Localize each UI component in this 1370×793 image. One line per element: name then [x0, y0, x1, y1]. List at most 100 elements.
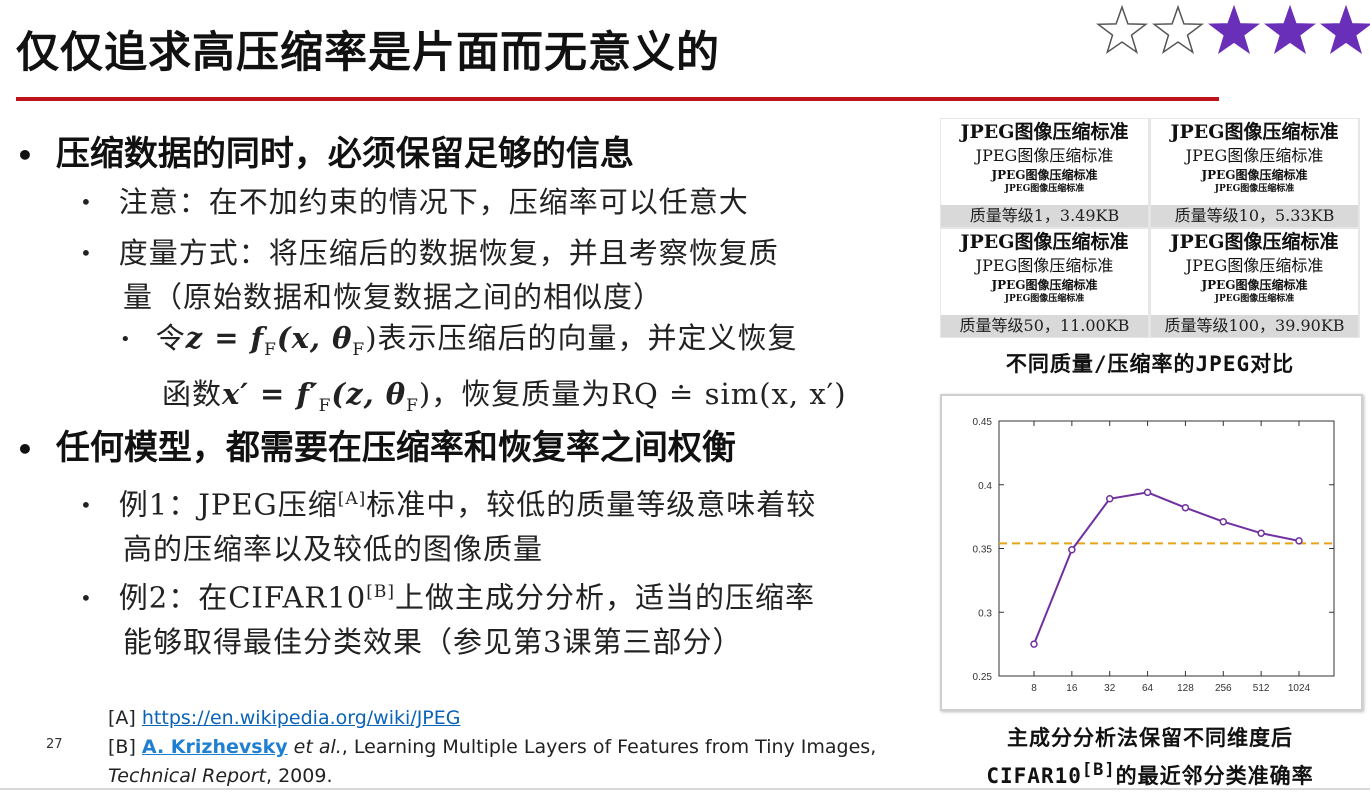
jpeg-sample-q1: JPEG图像压缩标准 JPEG图像压缩标准 JPEG图像压缩标准 JPEG图像压… — [941, 119, 1148, 227]
reference-a-link[interactable]: https://en.wikipedia.org/wiki/JPEG — [141, 707, 461, 729]
sample-text-large: JPEG图像压缩标准 — [1170, 121, 1339, 143]
chart-caption-line1: 主成分分析法保留不同维度后 — [1007, 726, 1293, 750]
text-fragment: 令 — [155, 321, 186, 355]
jpeg-sample-image: JPEG图像压缩标准 JPEG图像压缩标准 JPEG图像压缩标准 JPEG图像压… — [1151, 229, 1358, 315]
references: [A] https://en.wikipedia.org/wiki/JPEG [… — [108, 704, 876, 791]
x-tick-label: 256 — [1215, 683, 1232, 694]
jpeg-sample-caption: 质量等级50，11.00KB — [959, 316, 1130, 335]
jpeg-sample-caption: 质量等级1，3.49KB — [969, 206, 1120, 225]
data-point — [1295, 537, 1303, 545]
text-fragment: CIFAR10 — [986, 764, 1082, 788]
jpeg-sample-q50: JPEG图像压缩标准 JPEG图像压缩标准 JPEG图像压缩标准 JPEG图像压… — [941, 229, 1148, 337]
plot-area — [998, 420, 1335, 677]
x-tick-label: 8 — [1031, 683, 1037, 694]
math-subscript: F — [406, 395, 419, 416]
x-tick-label: 512 — [1253, 683, 1270, 694]
data-point — [1181, 503, 1190, 512]
bullet-sub-1: • 注意：在不加约束的情况下，压缩率可以任意大 — [80, 180, 749, 224]
sample-text-tiny: JPEG图像压缩标准 — [1004, 184, 1085, 194]
sample-text-medium: JPEG图像压缩标准 — [975, 256, 1114, 275]
reference-b-title: , Learning Multiple Layers of Features f… — [341, 736, 877, 758]
reference-b-etal: et al. — [287, 736, 342, 758]
y-tick-label: 0.3 — [978, 608, 992, 619]
jpeg-sample-image: JPEG图像压缩标准 JPEG图像压缩标准 JPEG图像压缩标准 JPEG图像压… — [1151, 119, 1358, 205]
sample-text-small: JPEG图像压缩标准 — [991, 168, 1098, 182]
text-fragment: 的最近邻分类准确率 — [1115, 764, 1314, 788]
data-point — [1219, 517, 1228, 526]
sample-text-large: JPEG图像压缩标准 — [960, 121, 1129, 143]
jpeg-sample-image: JPEG图像压缩标准 JPEG图像压缩标准 JPEG图像压缩标准 JPEG图像压… — [941, 119, 1148, 205]
data-point — [1068, 546, 1076, 554]
sample-text-tiny: JPEG图像压缩标准 — [1214, 294, 1295, 304]
reference-a: [A] https://en.wikipedia.org/wiki/JPEG — [108, 704, 876, 733]
title-underline — [16, 97, 1219, 101]
sample-text-medium: JPEG图像压缩标准 — [975, 146, 1114, 165]
x-tick-label: 1024 — [1288, 683, 1311, 694]
citation-marker: [B] — [1081, 760, 1116, 780]
reference-b-line2: Technical Report, 2009. — [108, 762, 876, 791]
bullet-sub-2-line1: 度量方式：将压缩后的数据恢复，并且考察恢复质 — [118, 236, 779, 270]
bullet-sub-2-line2: 量（原始数据和恢复数据之间的相似度） — [123, 280, 664, 314]
jpeg-sample-caption: 质量等级10，5.33KB — [1174, 206, 1335, 225]
math-expression: z = f — [185, 321, 265, 355]
sample-text-medium: JPEG图像压缩标准 — [1185, 146, 1324, 165]
x-tick-label: 128 — [1177, 683, 1194, 694]
bullet-dot: • — [16, 139, 34, 172]
pca-accuracy-chart: 0.25 0.3 0.35 0.4 0.45 8 16 32 64 128 256 512 1024 — [940, 394, 1363, 711]
series-line — [1033, 491, 1300, 645]
reference-b-year: , 2009. — [266, 765, 333, 787]
sample-text-large: JPEG图像压缩标准 — [1170, 231, 1339, 253]
sample-text-small: JPEG图像压缩标准 — [1201, 278, 1308, 292]
bullet-example-1: • 例1：JPEG压缩[A]标准中，较低的质量等级意味着较 高的压缩率以及较低的图… — [80, 477, 816, 571]
jpeg-comparison-image: JPEG图像压缩标准 JPEG图像压缩标准 JPEG图像压缩标准 JPEG图像压… — [940, 118, 1360, 338]
difficulty-rating — [1095, 4, 1370, 58]
star-filled-icon — [1208, 4, 1260, 55]
bullet-dot: • — [16, 433, 34, 466]
y-tick-label: 0.4 — [978, 481, 992, 492]
text-fragment: 高的压缩率以及较低的图像质量 — [123, 531, 544, 566]
star-empty-icon — [1096, 4, 1148, 55]
text-fragment: )表示压缩后的向量，并定义恢复 — [365, 321, 798, 355]
x-tick-label: 64 — [1142, 683, 1154, 694]
sample-text-small: JPEG图像压缩标准 — [1201, 168, 1308, 182]
jpeg-sample-caption: 质量等级100，39.90KB — [1164, 316, 1345, 335]
star-empty-icon — [1152, 4, 1204, 55]
x-tick-label: 32 — [1104, 683, 1116, 694]
sample-text-medium: JPEG图像压缩标准 — [1185, 256, 1324, 275]
slide-title: 仅仅追求高压缩率是片面而无意义的 — [16, 28, 720, 78]
bullet-example-2: • 例2：在CIFAR10[B]上做主成分分析，适当的压缩率 能够取得最佳分类效果… — [80, 570, 815, 664]
reference-b-venue: Technical Report — [108, 765, 267, 787]
sample-text-tiny: JPEG图像压缩标准 — [1004, 294, 1085, 304]
text-fragment: 例2：在CIFAR10 — [118, 580, 367, 615]
bullet-sub-2: • 度量方式：将压缩后的数据恢复，并且考察恢复质 量（原始数据和恢复数据之间的相似… — [80, 231, 779, 319]
x-tick-label: 16 — [1066, 683, 1078, 694]
bullet-dot: • — [80, 585, 93, 610]
citation-marker: [A] — [337, 489, 367, 509]
bullet-dot: • — [80, 241, 93, 265]
math-expression: x′ = f′ — [222, 376, 319, 411]
data-point — [1030, 640, 1038, 648]
bullet-main-2: • 任何模型，都需要在压缩率和恢复率之间权衡 — [16, 420, 736, 469]
bullet-dot: • — [80, 492, 93, 517]
sample-text-tiny: JPEG图像压缩标准 — [1214, 184, 1295, 194]
reference-b-author-link[interactable]: A. Krizhevsky — [141, 736, 288, 758]
sample-text-large: JPEG图像压缩标准 — [960, 231, 1129, 253]
data-point — [1257, 529, 1265, 537]
math-subscript: F — [352, 339, 366, 360]
star-filled-icon — [1264, 4, 1316, 55]
bullet-main-2-text: 任何模型，都需要在压缩率和恢复率之间权衡 — [55, 428, 736, 468]
jpeg-sample-image: JPEG图像压缩标准 JPEG图像压缩标准 JPEG图像压缩标准 JPEG图像压… — [941, 229, 1148, 315]
slide-number: 27 — [46, 737, 63, 752]
bullet-subsub-1: • 令z = fF(x, θF)表示压缩后的向量，并定义恢复 函数x′ = f′F… — [120, 316, 847, 428]
bullet-dot: • — [80, 190, 93, 214]
chart-caption: 主成分分析法保留不同维度后 CIFAR10[B]的最近邻分类准确率 — [940, 722, 1360, 792]
text-fragment: 例1：JPEG压缩 — [118, 487, 338, 522]
footer-divider — [0, 788, 1370, 790]
math-subscript: F — [318, 395, 332, 416]
data-point — [1143, 488, 1152, 497]
sample-text-small: JPEG图像压缩标准 — [991, 278, 1098, 292]
text-fragment: 标准中，较低的质量等级意味着较 — [366, 487, 817, 522]
text-fragment: 函数 — [162, 376, 223, 411]
reference-b: [B] A. Krizhevsky et al., Learning Multi… — [108, 733, 876, 762]
bullet-main-1-text: 压缩数据的同时，必须保留足够的信息 — [55, 134, 634, 174]
